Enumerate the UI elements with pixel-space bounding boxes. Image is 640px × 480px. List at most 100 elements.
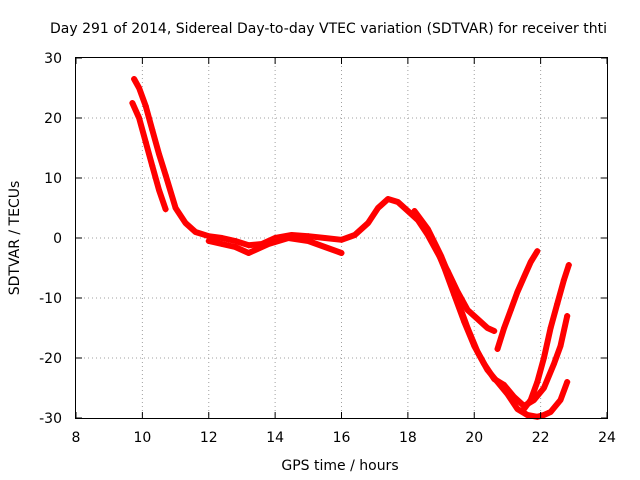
series-line: [521, 262, 572, 412]
axis-ticks: 8 10 12 14 16 18 20 22 24 30 20 10 0 -10 -20 -30: [39, 51, 616, 446]
data-point: [385, 196, 391, 202]
series-2: [129, 100, 169, 213]
data-point: [424, 226, 431, 232]
data-point: [411, 208, 418, 214]
data-point: [547, 409, 554, 415]
data-point: [550, 361, 557, 367]
data-point: [524, 412, 531, 418]
y-tick-label: -20: [39, 351, 62, 367]
data-point: [149, 163, 156, 169]
data-point: [192, 229, 199, 235]
y-axis-label: SDTVAR / TECUs: [7, 181, 23, 296]
y-tick-label: 0: [53, 231, 62, 247]
data-point: [156, 151, 162, 157]
data-point: [305, 238, 312, 244]
data-point: [557, 397, 564, 403]
y-tick-label: -30: [39, 411, 62, 427]
y-tick-label: -10: [39, 291, 62, 307]
data-point: [501, 325, 508, 331]
x-tick-label: 12: [200, 430, 218, 446]
data-point: [394, 199, 401, 205]
y-tick-label: 10: [44, 171, 62, 187]
data-point: [527, 397, 534, 403]
x-axis-label: GPS time / hours: [281, 458, 398, 474]
x-tick-label: 24: [598, 430, 616, 446]
data-point: [461, 319, 468, 325]
data-point: [494, 346, 501, 352]
x-tick-label: 8: [72, 430, 81, 446]
data-point: [219, 241, 225, 247]
series-7: [521, 262, 572, 412]
data-point: [285, 235, 292, 241]
series-6: [494, 248, 541, 352]
data-point: [540, 385, 547, 391]
data-point: [514, 406, 521, 412]
data-point: [521, 406, 527, 412]
data-point: [514, 289, 521, 295]
data-point: [474, 316, 481, 322]
data-point: [560, 277, 567, 283]
data-point: [534, 248, 541, 255]
data-point: [491, 376, 498, 382]
x-tick-label: 14: [266, 430, 284, 446]
data-point: [564, 379, 571, 385]
data-point: [547, 325, 554, 331]
data-point: [232, 244, 239, 250]
x-tick-label: 22: [532, 430, 550, 446]
data-point: [527, 259, 534, 265]
series-3: [205, 235, 345, 256]
data-point: [338, 236, 345, 243]
data-point: [404, 208, 411, 214]
data-point: [557, 343, 564, 349]
chart-title: Day 291 of 2014, Sidereal Day-to-day VTE…: [50, 21, 607, 37]
y-tick-label: 30: [44, 51, 62, 67]
data-point: [232, 238, 239, 244]
data-point: [156, 187, 162, 193]
series-line: [131, 76, 498, 334]
data-point: [129, 100, 136, 106]
data-point: [554, 301, 561, 307]
data-point: [245, 242, 252, 249]
grid: [76, 58, 607, 418]
series-line: [494, 248, 541, 352]
data-point: [464, 307, 471, 313]
y-tick-label: 20: [44, 111, 62, 127]
series-line: [129, 100, 169, 213]
data-point: [375, 205, 381, 211]
data-point: [172, 205, 179, 211]
x-tick-label: 20: [465, 430, 483, 446]
data-point: [540, 355, 547, 361]
data-point: [491, 328, 498, 334]
data-point: [451, 292, 458, 298]
series-line: [431, 241, 571, 409]
x-tick-label: 10: [133, 430, 151, 446]
series-1: [131, 76, 498, 334]
data-point: [321, 235, 328, 241]
data-point: [511, 394, 518, 400]
data-point: [471, 343, 478, 349]
data-point: [136, 115, 143, 121]
data-point: [521, 274, 527, 280]
data-point: [564, 313, 571, 319]
data-point: [205, 238, 212, 244]
data-point: [149, 127, 156, 133]
data-point: [431, 241, 438, 247]
data-point: [338, 250, 345, 256]
data-point: [182, 220, 189, 226]
data-point: [142, 139, 149, 145]
data-series: [129, 76, 572, 420]
plot-frame: [75, 57, 608, 419]
data-point: [565, 262, 572, 268]
data-point: [501, 382, 508, 388]
data-point: [162, 206, 169, 213]
data-point: [351, 232, 358, 238]
data-point: [142, 103, 149, 109]
x-tick-label: 18: [399, 430, 417, 446]
data-point: [481, 361, 488, 367]
data-point: [484, 325, 491, 331]
data-point: [136, 85, 143, 91]
data-point: [245, 250, 252, 256]
data-point: [540, 412, 547, 418]
data-point: [162, 172, 169, 178]
